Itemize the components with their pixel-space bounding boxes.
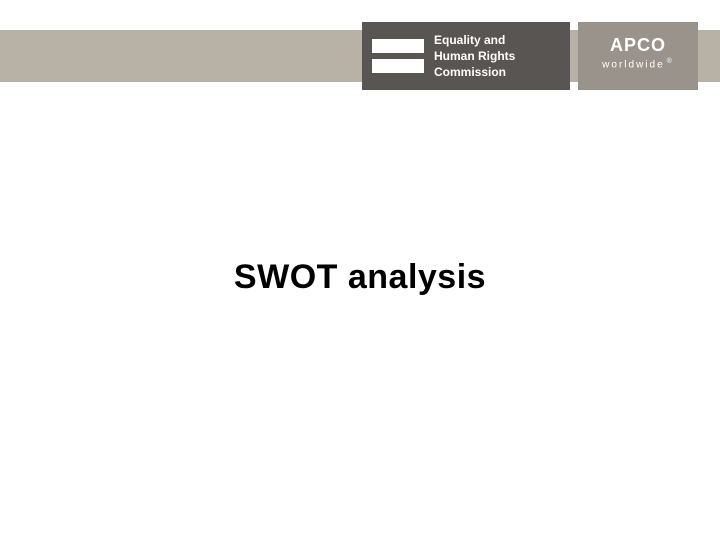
apco-logo: APCO worldwide® — [578, 22, 698, 90]
apco-subline: worldwide® — [578, 58, 698, 70]
ehrc-line2: Human Rights — [434, 48, 564, 64]
slide: Equality and Human Rights Commission APC… — [0, 0, 720, 540]
ehrc-bar-icon — [372, 59, 424, 73]
apco-subline-text: worldwide — [602, 59, 664, 70]
registered-mark-icon: ® — [667, 58, 674, 65]
slide-title: SWOT analysis — [0, 258, 720, 297]
apco-name-text: APCO — [610, 35, 666, 55]
ehrc-bars-icon — [362, 22, 432, 90]
apco-name: APCO — [578, 36, 698, 54]
ehrc-bar-icon — [372, 39, 424, 53]
ehrc-text: Equality and Human Rights Commission — [432, 22, 570, 90]
header-logos: Equality and Human Rights Commission APC… — [0, 22, 720, 90]
ehrc-line3: Commission — [434, 64, 564, 80]
ehrc-logo: Equality and Human Rights Commission — [362, 22, 570, 90]
ehrc-line1: Equality and — [434, 32, 564, 48]
